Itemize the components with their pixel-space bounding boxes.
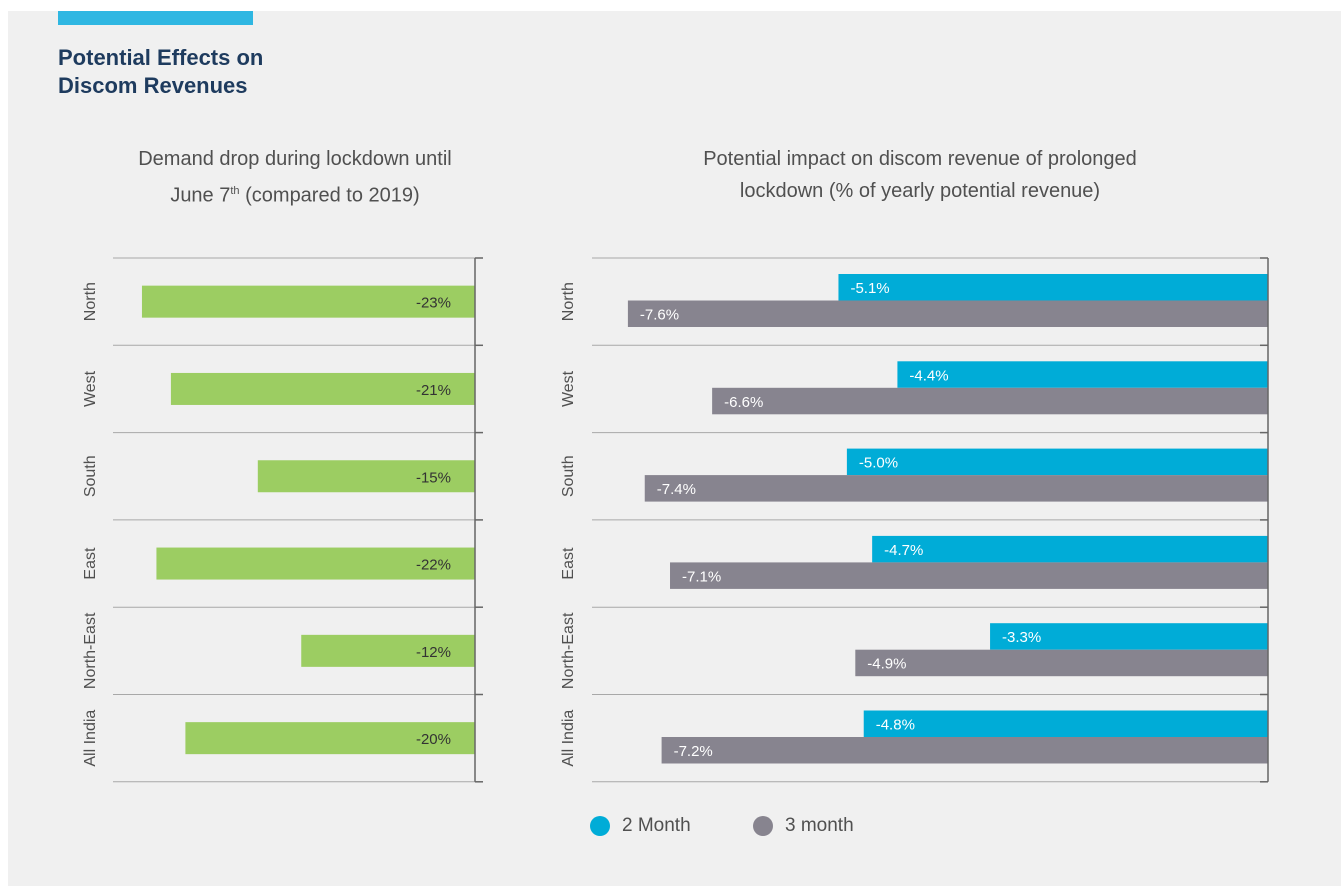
demand-chart-title-line1: Demand drop during lockdown until <box>138 148 452 170</box>
revenue-bar-2-month-east <box>872 535 1268 563</box>
revenue-value-label-3-month-all-india: -7.2% <box>674 743 713 760</box>
revenue-bar-3-month-north <box>627 300 1268 327</box>
revenue-bar-2-month-west <box>897 361 1268 388</box>
legend-item-2-month: 2 Month <box>590 815 691 837</box>
revenue-bar-3-month-south <box>644 475 1268 502</box>
demand-bar-all-india <box>185 722 475 755</box>
revenue-bar-3-month-north-east <box>855 649 1268 677</box>
demand-value-label-north: -23% <box>416 295 451 312</box>
demand-chart-title-line2: June 7th (compared to 2019) <box>170 184 420 207</box>
demand-category-label-all-india: All India <box>82 710 99 767</box>
legend-swatch-2-month <box>590 816 610 836</box>
page-title-line1: Potential Effects on <box>58 45 264 70</box>
revenue-category-label-all-india: All India <box>560 710 577 767</box>
revenue-chart-title-line1: Potential impact on discom revenue of pr… <box>703 148 1137 170</box>
demand-category-label-north: North <box>82 282 99 321</box>
revenue-value-label-2-month-east: -4.7% <box>884 542 923 559</box>
page-title: Potential Effects on Discom Revenues <box>58 44 263 100</box>
demand-bar-west <box>170 372 476 405</box>
demand-bar-east <box>156 547 475 580</box>
revenue-category-label-west: West <box>560 370 577 407</box>
revenue-bar-3-month-all-india <box>661 737 1268 764</box>
revenue-value-label-3-month-north: -7.6% <box>640 307 679 324</box>
demand-value-label-east: -22% <box>416 557 451 574</box>
demand-value-label-all-india: -20% <box>416 731 451 748</box>
revenue-bar-3-month-west <box>712 387 1268 415</box>
demand-bar-north-east <box>301 634 475 667</box>
page-title-line2: Discom Revenues <box>58 73 248 98</box>
demand-category-label-north-east: North-East <box>82 612 99 689</box>
revenue-chart-title-line2: lockdown (% of yearly potential revenue) <box>739 180 1101 202</box>
revenue-category-label-north: North <box>560 282 577 321</box>
revenue-bar-2-month-all-india <box>863 710 1268 737</box>
legend-label-3-month: 3 month <box>785 815 854 836</box>
revenue-bar-2-month-north-east <box>990 623 1268 650</box>
revenue-category-label-north-east: North-East <box>560 612 577 689</box>
revenue-value-label-2-month-west: -4.4% <box>909 367 948 384</box>
revenue-value-label-2-month-north: -5.1% <box>850 280 889 297</box>
accent-bar <box>58 11 253 25</box>
demand-category-label-west: West <box>82 370 99 407</box>
revenue-bar-3-month-east <box>670 562 1268 589</box>
legend-swatch-3-month <box>753 816 773 836</box>
revenue-bar-2-month-north <box>838 274 1268 301</box>
demand-bar-north <box>141 285 475 318</box>
revenue-value-label-3-month-south: -7.4% <box>657 481 696 498</box>
demand-value-label-north-east: -12% <box>416 644 451 661</box>
revenue-value-label-2-month-south: -5.0% <box>859 455 898 472</box>
demand-value-label-west: -21% <box>416 382 451 399</box>
revenue-value-label-3-month-west: -6.6% <box>724 394 763 411</box>
revenue-chart-title: Potential impact on discom revenue of pr… <box>620 143 1220 207</box>
revenue-bar-2-month-south <box>846 448 1268 476</box>
legend-item-3-month: 3 month <box>753 815 854 837</box>
revenue-category-label-east: East <box>560 547 577 580</box>
demand-chart-title: Demand drop during lockdown until June 7… <box>80 143 510 212</box>
revenue-category-label-south: South <box>560 455 577 497</box>
legend-label-2-month: 2 Month <box>622 815 691 836</box>
revenue-value-label-3-month-east: -7.1% <box>682 568 721 585</box>
revenue-value-label-2-month-all-india: -4.8% <box>876 717 915 734</box>
demand-value-label-south: -15% <box>416 469 451 486</box>
revenue-value-label-3-month-north-east: -4.9% <box>867 656 906 673</box>
demand-category-label-east: East <box>82 547 99 580</box>
demand-bar-south <box>257 460 475 493</box>
revenue-value-label-2-month-north-east: -3.3% <box>1002 629 1041 646</box>
demand-category-label-south: South <box>82 455 99 497</box>
